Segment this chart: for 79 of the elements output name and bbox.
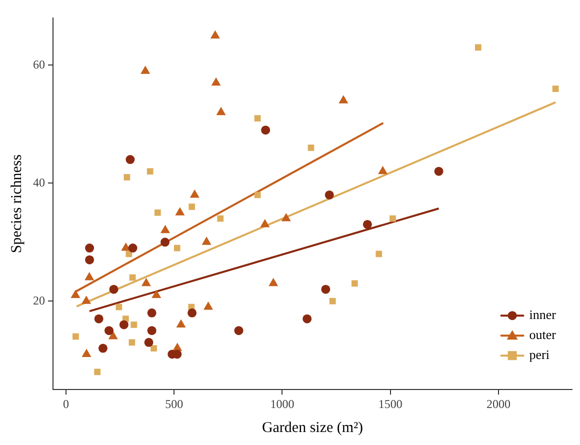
point (268, 278, 278, 286)
y-tick-label: 20 (33, 293, 45, 308)
y-tick-label: 40 (33, 175, 45, 190)
point (94, 314, 104, 324)
point (260, 218, 270, 228)
point (378, 166, 388, 174)
point (188, 204, 196, 210)
point (129, 274, 136, 281)
point (329, 298, 336, 304)
point (351, 280, 358, 287)
point (98, 344, 108, 353)
point (141, 278, 151, 286)
point (211, 77, 221, 86)
point (174, 244, 180, 252)
point (376, 250, 382, 258)
x-tick-label: 1500 (378, 396, 402, 411)
point (474, 44, 482, 51)
point (281, 213, 291, 222)
point (261, 126, 270, 135)
point (108, 331, 118, 340)
point (152, 290, 162, 298)
point (150, 345, 157, 352)
point (119, 320, 128, 330)
point (126, 250, 132, 258)
point (321, 284, 330, 294)
point (72, 333, 79, 340)
point (254, 192, 261, 198)
point (128, 244, 138, 253)
point (85, 244, 94, 253)
point (146, 168, 154, 175)
point (126, 155, 135, 164)
point (552, 86, 559, 92)
point (154, 209, 161, 216)
point (176, 319, 186, 328)
point (130, 322, 138, 328)
x-tick-label: 2000 (486, 396, 510, 411)
point (104, 326, 114, 336)
legend-label: outer (529, 327, 557, 342)
point (109, 284, 118, 294)
point (175, 207, 185, 216)
point (121, 242, 131, 251)
x-tick-label: 0 (62, 396, 69, 411)
point (202, 236, 212, 245)
point (124, 174, 130, 180)
point (216, 106, 226, 116)
x-axis-title: Garden size (m²) (262, 420, 364, 436)
point (302, 314, 312, 324)
point (390, 215, 396, 222)
point (70, 290, 80, 298)
point (82, 296, 92, 304)
point (210, 30, 220, 38)
point (190, 189, 200, 198)
point (254, 115, 261, 122)
point (94, 368, 101, 376)
point (144, 338, 154, 347)
x-tick-label: 1000 (270, 396, 294, 411)
point (160, 224, 170, 234)
legend-label: inner (529, 307, 557, 322)
point (188, 308, 197, 318)
x-tick-label: 500 (165, 396, 184, 411)
point (147, 308, 156, 318)
point (160, 238, 170, 247)
point (140, 66, 150, 74)
point (324, 190, 334, 200)
y-tick-label: 60 (33, 57, 45, 72)
point (434, 166, 444, 176)
point (204, 302, 214, 310)
legend-label: peri (529, 347, 550, 362)
point (85, 255, 94, 264)
point (84, 272, 94, 280)
point (308, 144, 314, 151)
y-axis-title: Species richness (8, 154, 25, 254)
point (338, 95, 348, 104)
point (128, 339, 136, 346)
point (147, 326, 156, 336)
point (217, 215, 224, 222)
point (362, 220, 372, 229)
point (82, 348, 92, 357)
point (234, 326, 244, 336)
